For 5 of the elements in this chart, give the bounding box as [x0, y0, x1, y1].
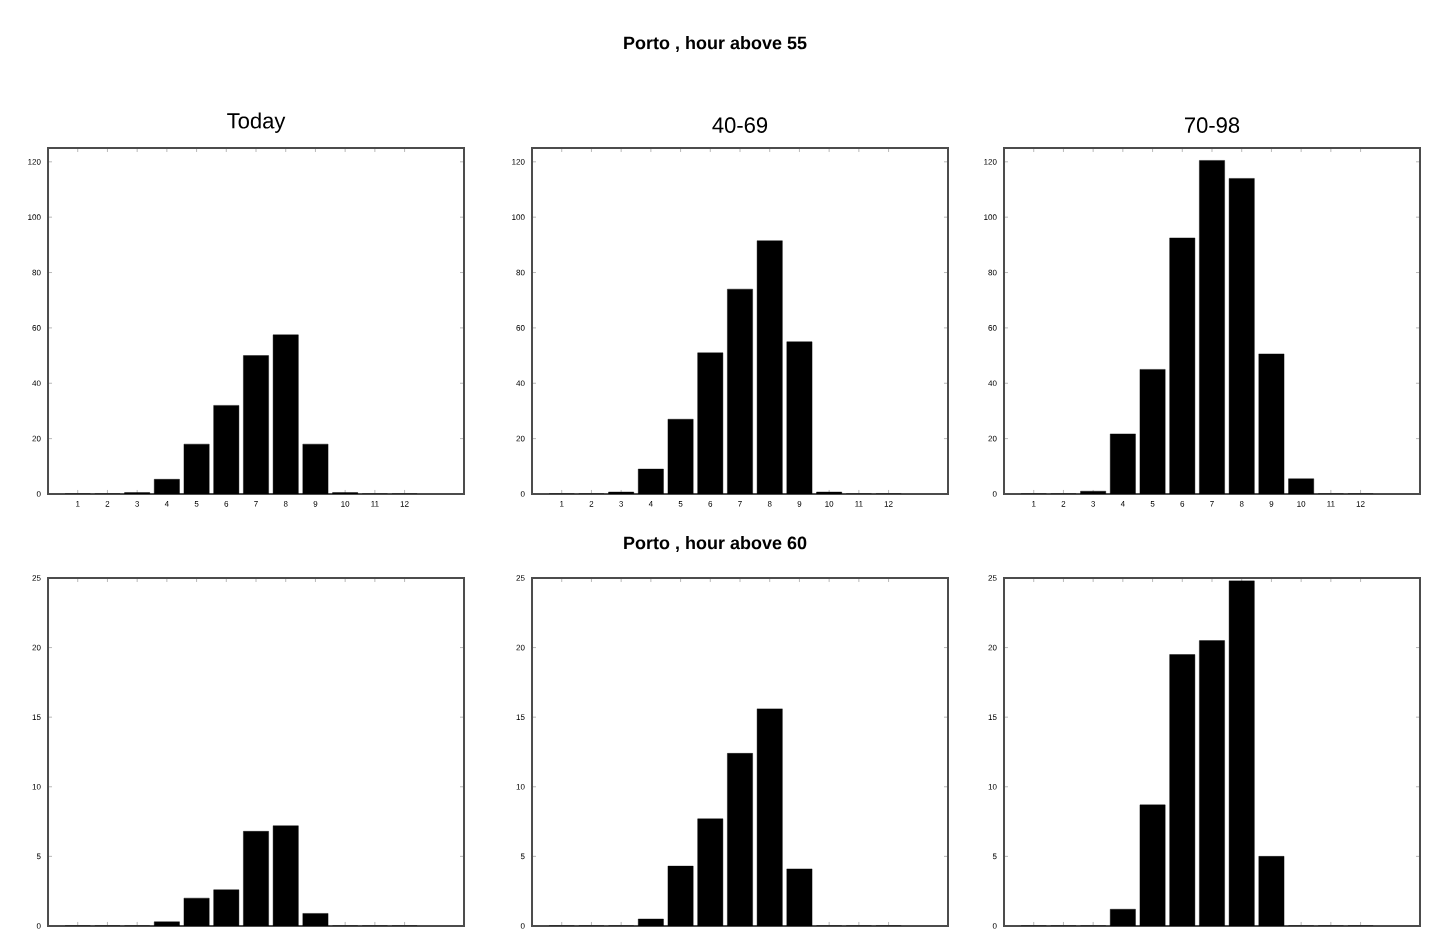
chart-title: 70-98	[1184, 117, 1240, 133]
chart-title: Today	[227, 112, 286, 133]
text: Porto , hour above 60	[624, 536, 807, 552]
chart-title: 40-69	[712, 117, 768, 133]
text: Porto , hour above 55	[624, 36, 807, 52]
